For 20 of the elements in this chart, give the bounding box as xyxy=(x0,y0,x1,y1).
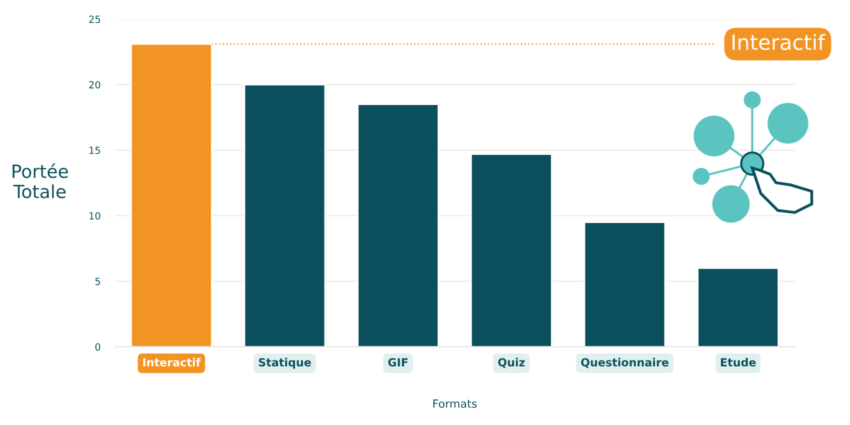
y-axis-title: Portée Totale xyxy=(12,163,68,198)
bar xyxy=(584,222,666,347)
bar xyxy=(697,267,780,347)
x-tick-label: Questionnaire xyxy=(581,358,668,368)
y-tick-label: 5 xyxy=(95,278,100,286)
bar xyxy=(357,104,440,347)
bar xyxy=(470,153,552,347)
x-tick-label: Etude xyxy=(720,358,756,367)
x-tick-label: GIF xyxy=(388,358,408,367)
y-tick-label: 10 xyxy=(90,212,100,220)
ref-line-label: Interactif xyxy=(732,34,826,50)
x-tick-label: Quiz xyxy=(498,358,525,368)
x-tick-label: Statique xyxy=(258,358,311,369)
x-axis-title: Formats xyxy=(433,400,477,408)
bar xyxy=(244,84,326,347)
y-tick-label: 15 xyxy=(90,146,100,154)
y-tick-label: 25 xyxy=(89,16,100,23)
y-tick-label: 20 xyxy=(89,81,100,88)
y-tick-label: 0 xyxy=(95,343,100,351)
x-tick-label: Interactif xyxy=(143,358,201,367)
